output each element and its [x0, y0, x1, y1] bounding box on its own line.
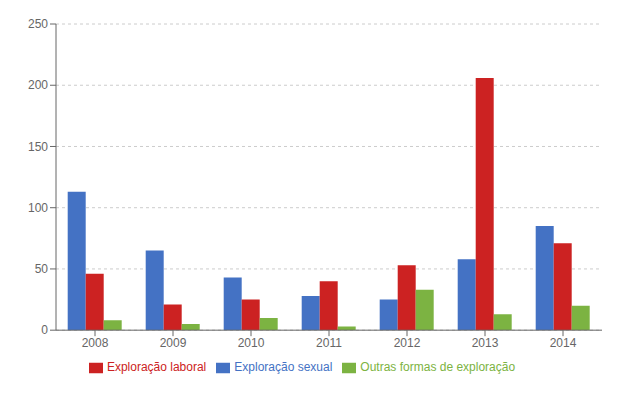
svg-text:100: 100 — [28, 201, 48, 215]
svg-text:2008: 2008 — [82, 336, 109, 350]
svg-text:0: 0 — [41, 323, 48, 337]
svg-text:200: 200 — [28, 78, 48, 92]
svg-text:2014: 2014 — [550, 336, 577, 350]
html-text:Exploração laboral: Exploração laboral — [106, 360, 207, 375]
svg-text:2010: 2010 — [238, 336, 265, 350]
svg-text:250: 250 — [28, 17, 48, 31]
svg-text:2013: 2013 — [472, 336, 499, 350]
svg-text:2012: 2012 — [394, 336, 421, 350]
svg-text:2009: 2009 — [160, 336, 187, 350]
svg-text:2011: 2011 — [316, 336, 342, 350]
svg-text:150: 150 — [28, 140, 48, 154]
html-text:Outras formas de exploração: Outras formas de exploração — [360, 360, 516, 375]
svg-text:50: 50 — [35, 262, 49, 276]
html-text:Exploração sexual: Exploração sexual — [234, 360, 333, 375]
